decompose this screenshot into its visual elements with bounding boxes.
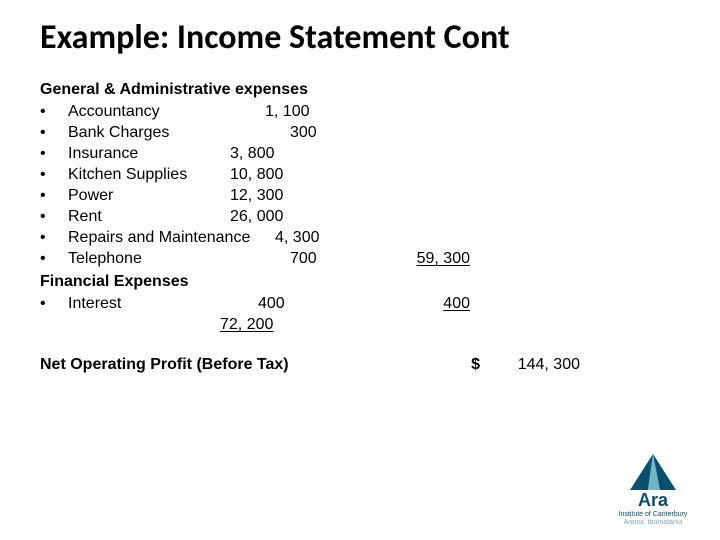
expense-value: 400 bbox=[258, 293, 285, 315]
expense-label: Telephone bbox=[68, 248, 142, 270]
expense-label: Bank Charges bbox=[68, 122, 169, 144]
expense-row: • Accountancy 1, 100 bbox=[40, 101, 680, 122]
ara-logo-icon bbox=[626, 452, 680, 492]
expense-label: Accountancy bbox=[68, 101, 160, 123]
bullet-icon: • bbox=[40, 248, 46, 270]
expense-row: • Bank Charges 300 bbox=[40, 122, 680, 143]
expense-label: Interest bbox=[68, 293, 121, 315]
expense-value: 10, 800 bbox=[230, 164, 283, 186]
bullet-icon: • bbox=[40, 122, 46, 144]
page-title: Example: Income Statement Cont bbox=[40, 18, 680, 57]
expense-label: Rent bbox=[68, 206, 102, 228]
logo-name: Ara bbox=[608, 490, 698, 511]
expense-row: • Kitchen Supplies 10, 800 bbox=[40, 164, 680, 185]
bullet-icon: • bbox=[40, 227, 46, 249]
net-currency: $ bbox=[400, 354, 480, 376]
bullet-icon: • bbox=[40, 293, 46, 315]
bullet-icon: • bbox=[40, 164, 46, 186]
expense-label: Insurance bbox=[68, 143, 138, 165]
expense-value: 1, 100 bbox=[265, 101, 309, 123]
ga-expense-list: • Accountancy 1, 100 • Bank Charges 300 • Insur… bbox=[40, 101, 680, 270]
expense-value: 4, 300 bbox=[275, 227, 319, 249]
net-label: Net Operating Profit (Before Tax) bbox=[40, 354, 400, 376]
expense-row: • Telephone 700 59, 300 bbox=[40, 248, 680, 270]
ara-logo: Ara Institute of Canterbury Aronui, taum… bbox=[608, 452, 698, 526]
expense-row: • Interest 400 400 bbox=[40, 293, 680, 315]
expense-value: 700 bbox=[290, 248, 317, 270]
bullet-icon: • bbox=[40, 101, 46, 123]
bullet-icon: • bbox=[40, 185, 46, 207]
fin-heading: Financial Expenses bbox=[40, 271, 680, 293]
running-total: 72, 200 bbox=[220, 316, 273, 333]
expense-label: Power bbox=[68, 185, 113, 207]
logo-sub2: Aronui, taumatanui bbox=[608, 519, 698, 526]
expense-row: • Repairs and Maintenance 4, 300 bbox=[40, 227, 680, 248]
expense-row: • Power 12, 300 bbox=[40, 185, 680, 206]
expense-value: 3, 800 bbox=[230, 143, 274, 165]
bullet-icon: • bbox=[40, 206, 46, 228]
bullet-icon: • bbox=[40, 143, 46, 165]
expense-row: • Insurance 3, 800 bbox=[40, 143, 680, 164]
net-amount: 144, 300 bbox=[480, 354, 580, 376]
subtotal: 59, 300 bbox=[417, 250, 470, 267]
expense-value: 300 bbox=[290, 122, 317, 144]
running-total-row: 72, 200 bbox=[40, 314, 680, 336]
expense-value: 12, 300 bbox=[230, 185, 283, 207]
expense-value: 26, 000 bbox=[230, 206, 283, 228]
expense-label: Kitchen Supplies bbox=[68, 164, 187, 186]
expense-label: Repairs and Maintenance bbox=[68, 227, 250, 249]
net-profit-row: Net Operating Profit (Before Tax) $ 144,… bbox=[40, 354, 680, 376]
ga-heading: General & Administrative expenses bbox=[40, 79, 680, 101]
expense-row: • Rent 26, 000 bbox=[40, 206, 680, 227]
subtotal: 400 bbox=[443, 295, 470, 312]
content-body: General & Administrative expenses • Accou… bbox=[40, 79, 680, 376]
logo-sub1: Institute of Canterbury bbox=[608, 511, 698, 519]
fin-expense-list: • Interest 400 400 bbox=[40, 293, 680, 315]
